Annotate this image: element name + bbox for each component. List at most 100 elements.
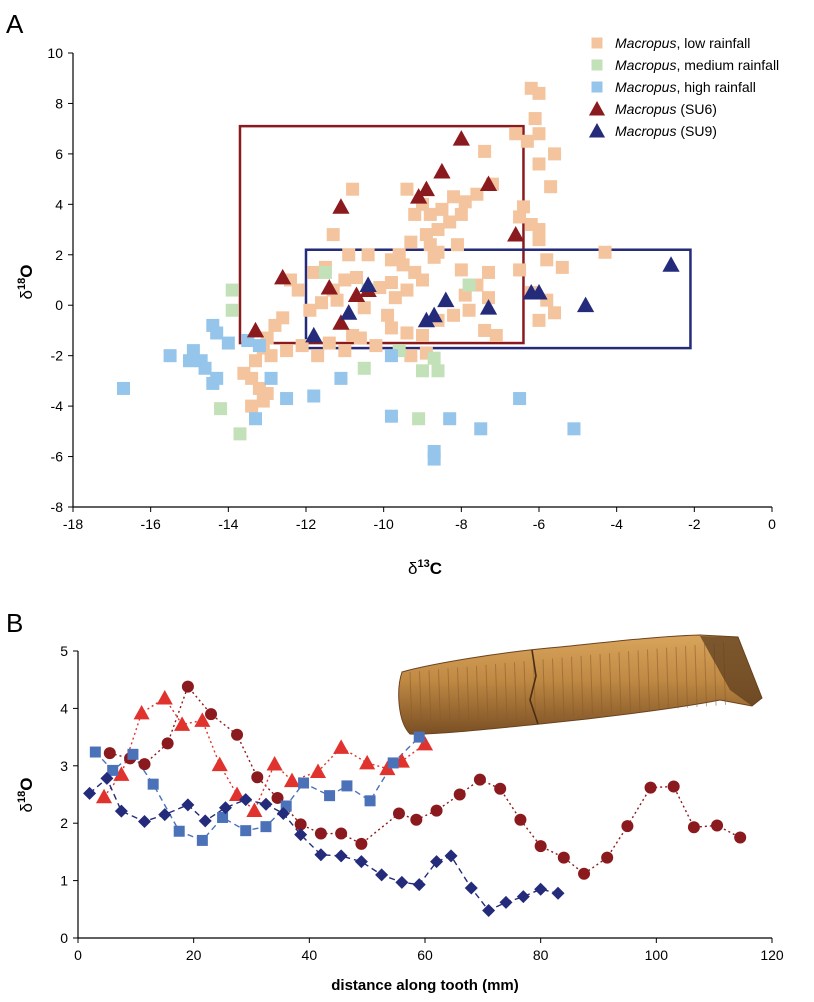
tooth-ridge (504, 662, 508, 722)
scatter-point-2 (214, 402, 228, 416)
series-point-1 (578, 867, 591, 880)
series-point-1 (355, 837, 368, 850)
scatter-point-4 (347, 286, 366, 303)
tooth-ridge (466, 666, 470, 724)
scatter-point-1 (357, 301, 371, 315)
tooth-photo (398, 634, 763, 735)
panel-label-b: B (6, 608, 23, 638)
x-axis-title-b: distance along tooth (mm) (331, 977, 519, 994)
a-y-tick-label: 10 (47, 45, 63, 61)
scatter-point-3 (221, 336, 235, 350)
series-point-2 (174, 716, 191, 731)
scatter-point-5 (662, 256, 680, 272)
series-point-4 (412, 878, 426, 892)
scatter-point-2 (427, 351, 441, 365)
scatter-point-3 (567, 422, 581, 436)
scatter-point-1 (416, 328, 429, 342)
scatter-point-1 (435, 202, 449, 216)
series-point-1 (271, 791, 284, 804)
b-x-tick-label: 60 (417, 947, 433, 963)
scatter-point-4 (452, 130, 470, 146)
scatter-point-1 (408, 207, 422, 221)
series-point-3 (387, 757, 399, 769)
b-x-tick-label: 40 (302, 947, 318, 963)
series-point-4 (294, 828, 308, 842)
series-point-1 (294, 818, 307, 831)
legend-marker-3 (591, 81, 603, 93)
legend-label-4: Macropus (SU6) (615, 101, 717, 117)
scatter-point-1 (338, 344, 352, 358)
a-y-tick-label: 8 (55, 95, 63, 111)
series-point-1 (621, 820, 634, 833)
series-line-2 (103, 697, 426, 812)
scatter-point-1 (384, 321, 398, 335)
tooth-ridge (476, 665, 479, 724)
scatter-point-5 (530, 283, 548, 300)
a-x-tick-label: -6 (533, 516, 546, 532)
scatter-point-3 (384, 349, 398, 363)
scatter-point-3 (163, 349, 177, 363)
tooth-ridge (409, 671, 413, 729)
scatter-point-3 (280, 392, 294, 406)
scatter-point-1 (311, 349, 325, 363)
a-y-tick-label: 4 (55, 196, 63, 212)
scatter-point-1 (396, 258, 410, 272)
series-point-4 (276, 806, 290, 820)
series-point-1 (473, 773, 486, 786)
scatter-point-4 (332, 198, 350, 214)
scatter-point-5 (425, 306, 443, 323)
series-line-3 (94, 736, 420, 842)
scatter-point-3 (443, 412, 457, 426)
tooth-ridge (438, 669, 441, 726)
a-y-tick-label: -2 (51, 348, 64, 364)
scatter-point-1 (400, 182, 414, 196)
series-point-4 (534, 882, 548, 896)
a-y-tick-label: 2 (55, 247, 63, 263)
axes-b: 0 20 40 60 80 100 120 0 1 2 3 4 5 (60, 643, 784, 963)
scatter-point-1 (516, 200, 530, 214)
scatter-point-3 (186, 344, 200, 358)
scatter-point-5 (359, 276, 377, 292)
b-x-tick-label: 80 (533, 947, 549, 963)
series-point-1 (430, 804, 443, 817)
profile-marks (83, 680, 747, 917)
scatter-point-1 (260, 387, 274, 400)
series-point-3 (341, 780, 353, 792)
scatter-point-4 (274, 268, 292, 285)
series-point-2 (211, 756, 228, 772)
series-point-3 (173, 825, 185, 837)
tooth-crack (529, 649, 539, 725)
scatter-point-1 (532, 86, 546, 100)
scatter-point-4 (417, 180, 436, 197)
scatter-point-1 (361, 248, 375, 262)
scatter-point-4 (479, 175, 498, 192)
scatter-point-2 (412, 412, 426, 426)
a-y-tick-label: -8 (51, 499, 64, 515)
scatter-marks (116, 81, 680, 466)
tooth-ridge (656, 648, 660, 710)
scatter-point-3 (307, 389, 321, 403)
scatter-point-1 (291, 283, 305, 297)
b-y-tick-label: 4 (60, 700, 68, 716)
scatter-point-1 (462, 303, 476, 317)
scatter-point-1 (548, 306, 562, 320)
scatter-point-1 (326, 228, 340, 242)
tooth-ridge (609, 653, 612, 714)
tooth-ridge (552, 658, 555, 718)
series-point-2 (309, 763, 327, 778)
series-point-3 (89, 746, 101, 758)
scatter-point-1 (245, 371, 259, 385)
scatter-point-1 (404, 349, 418, 363)
b-x-tick-label: 120 (760, 947, 784, 963)
scatter-point-2 (225, 283, 239, 297)
scatter-point-1 (369, 339, 383, 353)
series-point-4 (100, 771, 114, 785)
legend-label-3: Macropus, high rainfall (615, 79, 756, 95)
tooth-ridge (561, 657, 565, 717)
scatter-point-1 (478, 323, 492, 337)
scatter-point-1 (520, 134, 534, 148)
series-point-4 (83, 786, 97, 800)
scatter-point-2 (233, 427, 247, 441)
series-point-2 (283, 772, 301, 788)
tooth-body (398, 634, 763, 735)
